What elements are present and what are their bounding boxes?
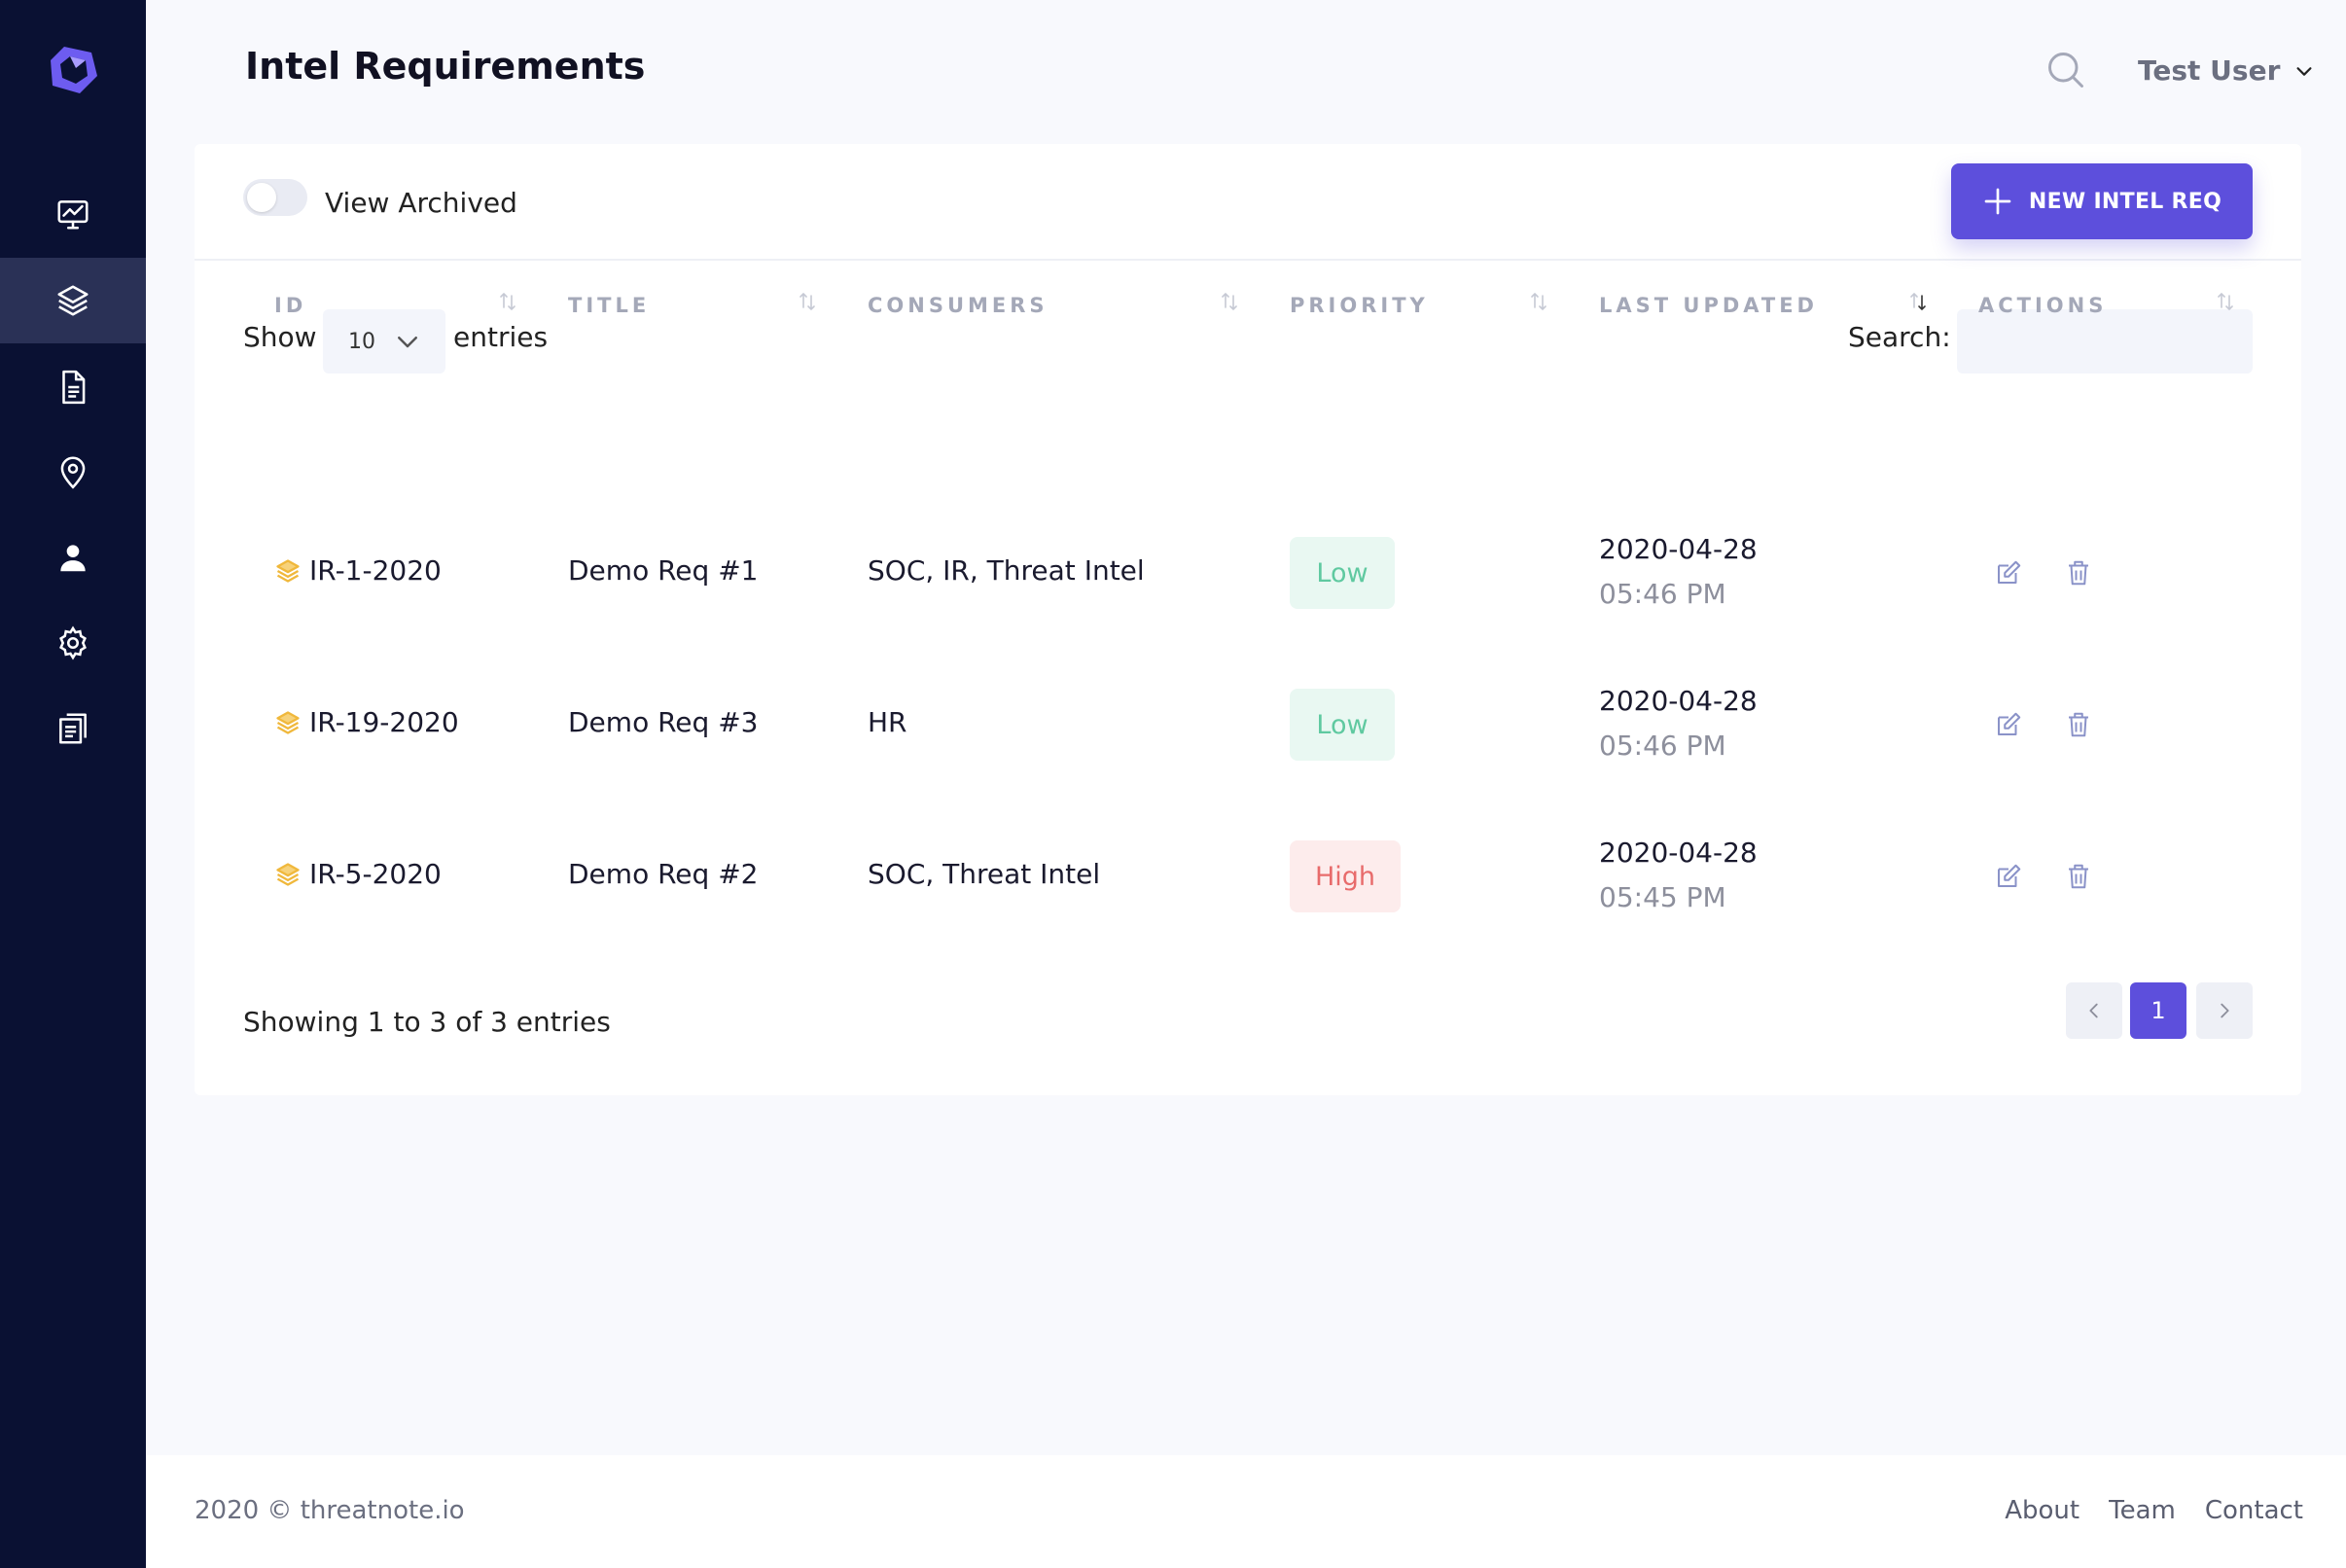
search-icon[interactable] bbox=[2044, 49, 2087, 91]
new-intel-req-button[interactable]: NEW INTEL REQ bbox=[1951, 163, 2253, 239]
footer-link-team[interactable]: Team bbox=[2109, 1496, 2176, 1525]
sidebar-item-locations[interactable] bbox=[0, 429, 146, 515]
table-row-id[interactable]: IR-5-2020 bbox=[274, 858, 442, 890]
pagination-next-button[interactable] bbox=[2196, 982, 2253, 1039]
users-icon bbox=[60, 545, 86, 572]
new-intel-req-label: NEW INTEL REQ bbox=[2028, 189, 2222, 214]
chevron-left-icon bbox=[2089, 1003, 2098, 1018]
pagination-page-button[interactable]: 1 bbox=[2130, 982, 2186, 1039]
row-consumers: HR bbox=[868, 706, 907, 738]
layers-icon bbox=[276, 710, 300, 734]
row-date: 2020-04-28 bbox=[1599, 685, 1758, 717]
location-pin-icon bbox=[60, 456, 86, 489]
row-title: Demo Req #1 bbox=[568, 554, 759, 587]
user-menu[interactable]: Test User bbox=[2138, 54, 2315, 87]
row-id-text: IR-5-2020 bbox=[309, 858, 442, 890]
edit-icon[interactable] bbox=[1994, 710, 2023, 739]
sort-icon[interactable] bbox=[796, 290, 819, 313]
show-label: Show bbox=[243, 321, 317, 353]
sidebar-item-intel-requirements[interactable] bbox=[0, 258, 146, 343]
row-consumers: SOC, Threat Intel bbox=[868, 858, 1101, 890]
row-consumers: SOC, IR, Threat Intel bbox=[868, 554, 1145, 587]
document-icon bbox=[62, 370, 86, 405]
search-input[interactable] bbox=[1957, 309, 2253, 374]
layers-icon bbox=[276, 862, 300, 886]
edit-icon[interactable] bbox=[1994, 558, 2023, 588]
table-summary: Showing 1 to 3 of 3 entries bbox=[243, 1006, 611, 1038]
copyright-text: 2020 © threatnote.io bbox=[195, 1496, 465, 1525]
card-toolbar: View Archived NEW INTEL REQ bbox=[195, 144, 2301, 261]
column-header-title[interactable]: TITLE bbox=[568, 294, 651, 317]
row-time: 05:46 PM bbox=[1599, 578, 1726, 610]
view-archived-label: View Archived bbox=[325, 187, 517, 219]
trash-icon[interactable] bbox=[2064, 558, 2093, 588]
reports-icon bbox=[59, 713, 87, 744]
sidebar-item-reports[interactable] bbox=[0, 344, 146, 430]
row-id-text: IR-1-2020 bbox=[309, 554, 442, 587]
footer-links: About Team Contact bbox=[2005, 1496, 2303, 1525]
edit-icon[interactable] bbox=[1994, 862, 2023, 891]
chevron-right-icon bbox=[2221, 1003, 2229, 1018]
column-header-id[interactable]: ID bbox=[274, 294, 307, 317]
sort-icon[interactable] bbox=[1527, 290, 1550, 313]
sidebar-item-settings[interactable] bbox=[0, 600, 146, 686]
trash-icon[interactable] bbox=[2064, 862, 2093, 891]
threatnote-logo-icon[interactable] bbox=[47, 43, 101, 97]
column-header-last-updated[interactable]: LAST UPDATED bbox=[1599, 294, 1818, 317]
priority-badge: High bbox=[1290, 840, 1401, 912]
sort-icon[interactable] bbox=[2214, 290, 2237, 313]
sidebar-item-dashboard[interactable] bbox=[0, 171, 146, 257]
layers-icon bbox=[57, 285, 89, 316]
search-label: Search: bbox=[1848, 321, 1951, 353]
page-size-select[interactable]: 10 bbox=[323, 309, 445, 374]
pagination-prev-button[interactable] bbox=[2066, 982, 2122, 1039]
page-footer: 2020 © threatnote.io About Team Contact bbox=[146, 1455, 2346, 1568]
row-title: Demo Req #3 bbox=[568, 706, 759, 738]
column-header-consumers[interactable]: CONSUMERS bbox=[868, 294, 1049, 317]
table-row-id[interactable]: IR-19-2020 bbox=[274, 706, 459, 738]
sort-icon[interactable] bbox=[1218, 290, 1241, 313]
row-title: Demo Req #2 bbox=[568, 858, 759, 890]
table-row-id[interactable]: IR-1-2020 bbox=[274, 554, 442, 587]
footer-link-about[interactable]: About bbox=[2005, 1496, 2080, 1525]
entries-label: entries bbox=[453, 321, 549, 353]
sidebar-item-users[interactable] bbox=[0, 515, 146, 600]
sort-desc-icon[interactable] bbox=[1906, 290, 1930, 313]
user-name: Test User bbox=[2138, 54, 2281, 87]
plus-icon bbox=[1984, 188, 2011, 215]
column-header-actions: ACTIONS bbox=[1978, 294, 2108, 317]
row-time: 05:46 PM bbox=[1599, 730, 1726, 762]
trash-icon[interactable] bbox=[2064, 710, 2093, 739]
footer-link-contact[interactable]: Contact bbox=[2204, 1496, 2303, 1525]
chevron-down-icon bbox=[398, 337, 417, 348]
sidebar-item-feeds[interactable] bbox=[0, 686, 146, 771]
row-date: 2020-04-28 bbox=[1599, 533, 1758, 565]
dashboard-chart-icon bbox=[57, 200, 89, 230]
priority-badge: Low bbox=[1290, 689, 1395, 761]
chevron-down-icon bbox=[2296, 66, 2312, 76]
sidebar bbox=[0, 0, 146, 1568]
priority-badge: Low bbox=[1290, 537, 1395, 609]
page-size-value: 10 bbox=[348, 329, 375, 354]
column-header-priority[interactable]: PRIORITY bbox=[1290, 294, 1429, 317]
gear-icon bbox=[59, 625, 87, 660]
sort-icon[interactable] bbox=[496, 290, 519, 313]
row-time: 05:45 PM bbox=[1599, 881, 1726, 913]
row-id-text: IR-19-2020 bbox=[309, 706, 459, 738]
page-title: Intel Requirements bbox=[245, 45, 646, 88]
view-archived-toggle[interactable] bbox=[243, 179, 307, 216]
layers-icon bbox=[276, 558, 300, 583]
row-date: 2020-04-28 bbox=[1599, 837, 1758, 869]
intel-requirements-card: View Archived NEW INTEL REQ Show 10 entr… bbox=[195, 144, 2301, 1095]
